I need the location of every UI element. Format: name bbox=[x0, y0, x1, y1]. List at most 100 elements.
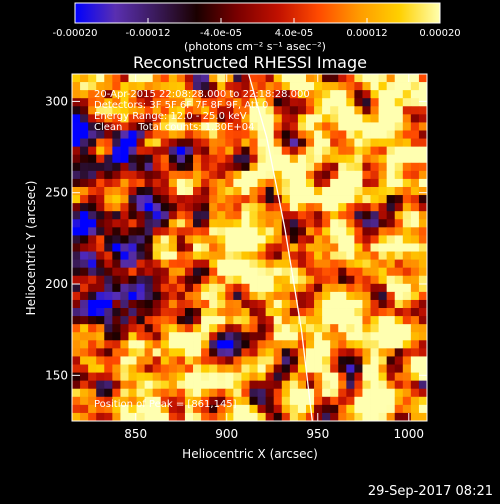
observation-info: 20-Apr-2015 22:08:28.000 to 22:18:28.000… bbox=[94, 89, 310, 133]
heatmap-cell bbox=[193, 170, 202, 180]
heatmap-cell bbox=[402, 348, 412, 357]
heatmap-cell bbox=[418, 332, 427, 341]
heatmap-cell bbox=[289, 388, 299, 398]
heatmap-cell bbox=[80, 138, 89, 148]
heatmap-cell bbox=[297, 122, 307, 131]
heatmap-cell bbox=[88, 267, 97, 277]
heatmap-cell bbox=[297, 316, 307, 325]
heatmap-cell bbox=[394, 380, 404, 390]
heatmap-cell bbox=[297, 324, 307, 333]
heatmap-cell bbox=[80, 275, 89, 285]
heatmap-cell bbox=[386, 259, 396, 269]
heatmap-cell bbox=[80, 122, 89, 131]
heatmap-cell bbox=[120, 299, 129, 309]
heatmap-cell bbox=[410, 186, 420, 196]
heatmap-cell bbox=[217, 114, 226, 123]
heatmap-cell bbox=[209, 162, 218, 172]
heatmap-cell bbox=[265, 114, 275, 123]
heatmap-cell bbox=[354, 283, 363, 293]
heatmap-cell bbox=[144, 203, 154, 212]
heatmap-cell bbox=[80, 219, 89, 228]
heatmap-cell bbox=[249, 219, 258, 228]
heatmap-cell bbox=[201, 130, 210, 139]
heatmap-cell bbox=[394, 356, 404, 365]
heatmap-cell bbox=[378, 130, 388, 139]
heatmap-cell bbox=[168, 186, 178, 196]
heatmap-cell bbox=[209, 90, 218, 99]
heatmap-cell bbox=[410, 412, 420, 421]
heatmap-cell bbox=[225, 138, 234, 148]
heatmap-cell bbox=[104, 114, 113, 123]
heatmap-cell bbox=[265, 82, 275, 91]
heatmap-cell bbox=[297, 162, 307, 172]
heatmap-cell bbox=[233, 308, 242, 317]
heatmap-cell bbox=[201, 396, 210, 406]
heatmap-cell bbox=[265, 324, 275, 333]
heatmap-cell bbox=[120, 130, 129, 139]
heatmap-cell bbox=[354, 203, 363, 212]
heatmap-cell bbox=[402, 146, 412, 156]
heatmap-cell bbox=[289, 412, 299, 421]
heatmap-cell bbox=[176, 324, 186, 333]
heatmap-cell bbox=[136, 90, 146, 99]
heatmap-cell bbox=[362, 138, 371, 148]
heatmap-cell bbox=[144, 348, 154, 357]
heatmap-cell bbox=[160, 348, 170, 357]
heatmap-cell bbox=[217, 251, 226, 260]
heatmap-cell bbox=[394, 186, 404, 196]
heatmap-cell bbox=[176, 404, 186, 414]
heatmap-cell bbox=[362, 283, 371, 293]
heatmap-cell bbox=[338, 259, 347, 269]
heatmap-cell bbox=[265, 259, 275, 269]
heatmap-cell bbox=[281, 267, 291, 277]
heatmap-cell bbox=[249, 227, 258, 236]
heatmap-cell bbox=[168, 412, 178, 421]
heatmap-cell bbox=[402, 74, 412, 83]
heatmap-cell bbox=[201, 227, 210, 236]
heatmap-cell bbox=[249, 396, 258, 406]
heatmap-cell bbox=[362, 203, 371, 212]
heatmap-cell bbox=[88, 243, 97, 252]
heatmap-cell bbox=[217, 332, 226, 341]
heatmap-cell bbox=[297, 130, 307, 139]
heatmap-cell bbox=[410, 267, 420, 277]
heatmap-cell bbox=[193, 74, 202, 83]
heatmap-cell bbox=[128, 251, 137, 260]
heatmap-cell bbox=[128, 348, 137, 357]
heatmap-cell bbox=[168, 324, 178, 333]
heatmap-cell bbox=[241, 404, 250, 414]
heatmap-cell bbox=[209, 98, 218, 107]
heatmap-cell bbox=[233, 90, 242, 99]
heatmap-cell bbox=[168, 364, 178, 373]
heatmap-cell bbox=[249, 146, 258, 156]
heatmap-cell bbox=[201, 74, 210, 83]
heatmap-cell bbox=[265, 130, 275, 139]
heatmap-cell bbox=[338, 82, 347, 91]
heatmap-cell bbox=[378, 219, 388, 228]
heatmap-cell bbox=[305, 235, 315, 244]
heatmap-cell bbox=[241, 203, 250, 212]
heatmap-cell bbox=[184, 90, 194, 99]
heatmap-cell bbox=[330, 114, 339, 123]
heatmap-cell bbox=[257, 356, 267, 365]
heatmap-cell bbox=[289, 98, 299, 107]
heatmap-cell bbox=[314, 138, 323, 148]
heatmap-cell bbox=[273, 178, 283, 188]
heatmap-cell bbox=[96, 178, 105, 188]
heatmap-cell bbox=[80, 340, 89, 349]
heatmap-cell bbox=[410, 259, 420, 269]
heatmap-cell bbox=[346, 130, 355, 139]
heatmap-cell bbox=[249, 138, 258, 148]
heatmap-cell bbox=[402, 114, 412, 123]
heatmap-cell bbox=[338, 396, 347, 406]
heatmap-cell bbox=[289, 146, 299, 156]
heatmap-cell bbox=[184, 340, 194, 349]
heatmap-cell bbox=[128, 283, 137, 293]
heatmap-cell bbox=[322, 283, 331, 293]
heatmap-cell bbox=[225, 332, 234, 341]
heatmap-cell bbox=[346, 275, 355, 285]
heatmap-cell bbox=[370, 388, 379, 398]
heatmap-cell bbox=[265, 372, 275, 382]
heatmap-cell bbox=[418, 203, 427, 212]
